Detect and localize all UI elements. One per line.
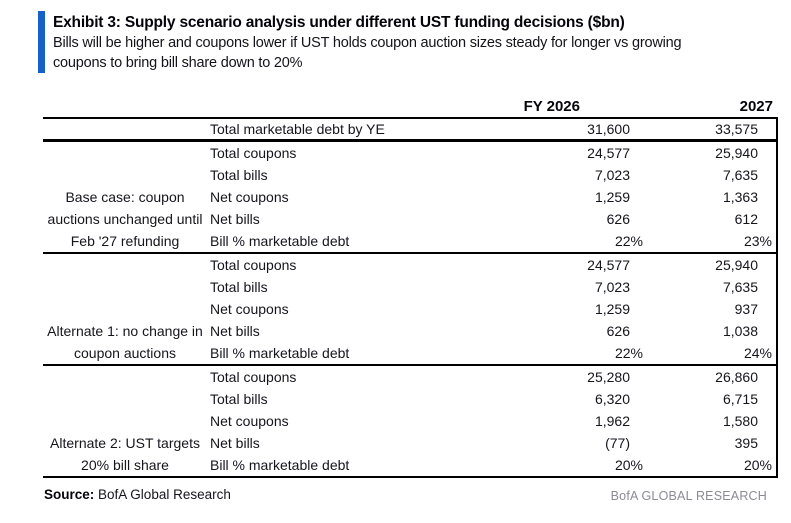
subtitle-line-1: Bills will be higher and coupons lower i… <box>53 35 682 51</box>
value-cell-2027: 7,635 <box>645 164 778 186</box>
row-label: Net bills <box>210 435 260 451</box>
value-cell-2027: 7,635 <box>645 276 778 298</box>
table-row: Bill % marketable debt 22% 23% <box>43 230 778 253</box>
scenario-line: Alternate 1: no change in <box>47 323 203 339</box>
scenario-line: 20% bill share <box>81 457 169 473</box>
value-cell-2027: 1,363 <box>645 186 778 208</box>
value-cell-2027: 612 <box>645 208 778 230</box>
empty-scenario-cell <box>43 118 207 142</box>
value-cell-fy2026: 20% <box>614 457 643 473</box>
value-cell-fy2026: 626 <box>606 323 630 339</box>
empty-header-cell <box>43 92 207 119</box>
column-header-fy2026: FY 2026 <box>432 92 645 119</box>
table-row: Total bills 7,023 7,635 <box>43 276 778 298</box>
row-label: Net coupons <box>210 413 289 429</box>
value-cell-fy2026: 22% <box>614 233 643 249</box>
scenario-line: Feb '27 refunding <box>70 233 180 249</box>
value-cell-2027: 395 <box>645 432 778 454</box>
header-text: Exhibit 3: Supply scenario analysis unde… <box>53 11 682 73</box>
row-label: Net coupons <box>210 301 289 317</box>
value-cell-2027: 937 <box>645 298 778 320</box>
row-label: Bill % marketable debt <box>210 233 350 249</box>
value-cell-2027: 25,940 <box>645 140 778 164</box>
scenario-line: Base case: coupon <box>65 189 185 205</box>
value-cell-2027: 1,580 <box>645 410 778 432</box>
scenario-cell-alternate-1: Alternate 1: no change in coupon auction… <box>43 253 207 365</box>
exhibit-header: Exhibit 3: Supply scenario analysis unde… <box>38 11 761 73</box>
table-row: Total bills 6,320 6,715 <box>43 388 778 410</box>
row-label: Total coupons <box>210 369 297 385</box>
table-row: Bill % marketable debt 22% 24% <box>43 342 778 365</box>
table-row: Net bills 626 612 <box>43 208 778 230</box>
row-label: Bill % marketable debt <box>210 345 350 361</box>
value-cell-fy2026: 24,577 <box>587 257 630 273</box>
scenario-analysis-table: FY 2026 2027 Total marketable debt by YE… <box>43 92 778 478</box>
table-head: FY 2026 2027 <box>43 92 777 119</box>
scenario-line: coupon auctions <box>74 345 176 361</box>
value-cell-fy2026: 24,577 <box>587 145 630 161</box>
row-label: Bill % marketable debt <box>210 457 350 473</box>
column-header-2027: 2027 <box>645 92 777 119</box>
scenario-line: Alternate 2: UST targets <box>50 435 200 451</box>
exhibit-title: Exhibit 3: Supply scenario analysis unde… <box>53 14 625 31</box>
value-cell-fy2026: 22% <box>614 345 643 361</box>
source-text: BofA Global Research <box>98 487 231 502</box>
table-row: Base case: coupon auctions unchanged unt… <box>43 140 778 249</box>
value-cell-2027: 24% <box>645 342 778 365</box>
source-line: Source: BofA Global Research <box>44 487 791 502</box>
row-label: Total coupons <box>210 145 297 161</box>
scenario-line: auctions unchanged until <box>47 211 203 227</box>
value-cell-fy2026: 1,962 <box>594 413 630 429</box>
value-cell-2027: 26,860 <box>645 365 778 388</box>
value-cell-fy2026: 7,023 <box>594 167 630 183</box>
row-label: Net coupons <box>210 189 289 205</box>
value-cell-fy2026: 6,320 <box>594 391 630 407</box>
row-label: Total marketable debt by YE <box>207 118 432 142</box>
scenario-cell-alternate-2: Alternate 2: UST targets 20% bill share <box>43 365 207 477</box>
table-row: Alternate 1: no change in coupon auction… <box>43 253 778 361</box>
section-base-case: Base case: coupon auctions unchanged unt… <box>43 140 778 253</box>
table-row: Net bills 626 1,038 <box>43 320 778 342</box>
row-label: Total coupons <box>210 257 297 273</box>
value-cell-2027: 33,575 <box>645 118 778 142</box>
scenario-cell-base-case: Base case: coupon auctions unchanged unt… <box>43 141 207 254</box>
value-cell-2027: 23% <box>645 230 778 253</box>
value-cell-fy2026: (77) <box>605 435 630 451</box>
row-label: Total bills <box>210 279 268 295</box>
row-label: Total bills <box>210 167 268 183</box>
column-header-row: FY 2026 2027 <box>43 92 777 119</box>
row-label: Total bills <box>210 391 268 407</box>
value-cell-fy2026: 7,023 <box>594 279 630 295</box>
value-cell-fy2026: 1,259 <box>594 189 630 205</box>
table-row: Net coupons 1,259 937 <box>43 298 778 320</box>
value-cell-fy2026: 31,600 <box>432 118 645 142</box>
table-row: Net coupons 1,962 1,580 <box>43 410 778 432</box>
value-cell-2027: 20% <box>645 454 778 477</box>
table-row-summary: Total marketable debt by YE 31,600 33,57… <box>43 118 778 142</box>
empty-header-cell <box>207 92 432 119</box>
summary-section: Total marketable debt by YE 31,600 33,57… <box>43 118 778 142</box>
value-cell-fy2026: 25,280 <box>587 369 630 385</box>
table-row: Net coupons 1,259 1,363 <box>43 186 778 208</box>
value-cell-2027: 6,715 <box>645 388 778 410</box>
value-cell-fy2026: 1,259 <box>594 301 630 317</box>
row-label: Net bills <box>210 323 260 339</box>
brand-mark: BofA GLOBAL RESEARCH <box>610 489 767 503</box>
row-label: Net bills <box>210 211 260 227</box>
table-row: Net bills (77) 395 <box>43 432 778 454</box>
section-alternate-2: Alternate 2: UST targets 20% bill share … <box>43 365 778 477</box>
source-label: Source: <box>44 487 95 502</box>
table-row: Total bills 7,023 7,635 <box>43 164 778 186</box>
accent-bar <box>38 11 45 73</box>
value-cell-2027: 25,940 <box>645 253 778 276</box>
table-row: Alternate 2: UST targets 20% bill share … <box>43 365 778 473</box>
exhibit-subtitle: Bills will be higher and coupons lower i… <box>53 33 682 73</box>
value-cell-fy2026: 626 <box>606 211 630 227</box>
section-alternate-1: Alternate 1: no change in coupon auction… <box>43 253 778 365</box>
value-cell-2027: 1,038 <box>645 320 778 342</box>
subtitle-line-2: coupons to bring bill share down to 20% <box>53 55 303 71</box>
table-row: Bill % marketable debt 20% 20% <box>43 454 778 477</box>
